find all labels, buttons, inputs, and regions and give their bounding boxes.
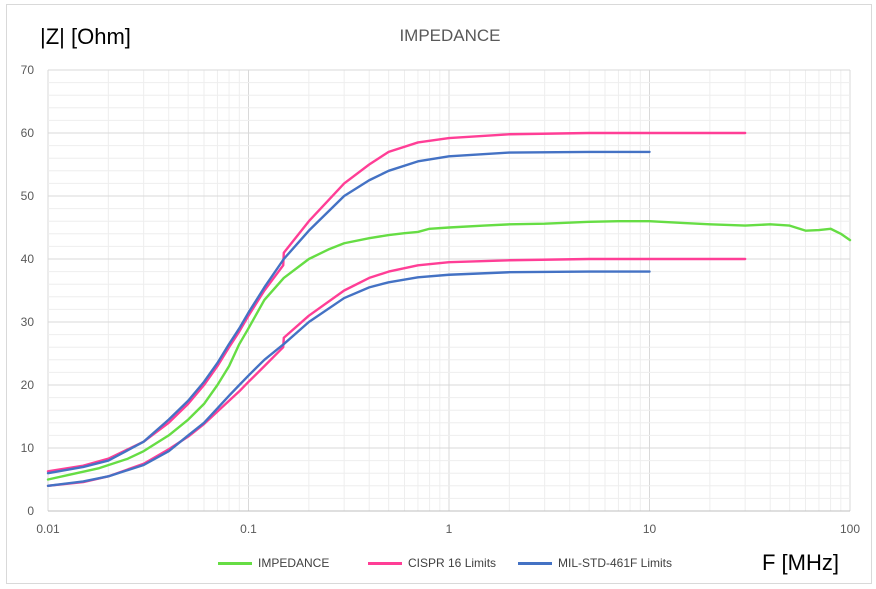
chart-frame: [6, 4, 872, 584]
legend-label: MIL-STD-461F Limits: [558, 556, 673, 570]
series-line: [46, 257, 747, 487]
y-tick-label: 70: [21, 63, 35, 77]
x-tick-label: 0.1: [240, 522, 257, 536]
y-axis-title: |Z| [Ohm]: [40, 24, 131, 49]
y-tick-label: 50: [21, 189, 35, 203]
y-tick-label: 40: [21, 252, 35, 266]
y-tick-label: 30: [21, 315, 35, 329]
legend-swatch: [218, 561, 252, 565]
x-axis-title: F [MHz]: [762, 550, 839, 575]
y-tick-label: 10: [21, 441, 35, 455]
series-line: [46, 131, 747, 473]
y-tick-label: 20: [21, 378, 35, 392]
legend-label: IMPEDANCE: [258, 556, 330, 570]
legend-label: CISPR 16 Limits: [408, 556, 497, 570]
x-tick-label: 10: [643, 522, 657, 536]
legend-item-cispr: CISPR 16 Limits: [368, 556, 496, 570]
x-tick-label: 100: [840, 522, 860, 536]
chart-title: IMPEDANCE: [399, 26, 501, 45]
y-tick-label: 0: [27, 504, 34, 518]
series-line: [46, 150, 651, 475]
x-tick-label: 1: [446, 522, 453, 536]
series-line: [46, 220, 852, 481]
legend-swatch: [518, 561, 552, 565]
y-tick-label: 60: [21, 126, 35, 140]
x-tick-label: 0.01: [36, 522, 60, 536]
legend-swatch: [368, 561, 402, 565]
legend-item-mil-std: MIL-STD-461F Limits: [518, 556, 672, 570]
series-line: [46, 270, 651, 487]
legend-item-impedance: IMPEDANCE: [218, 556, 329, 570]
